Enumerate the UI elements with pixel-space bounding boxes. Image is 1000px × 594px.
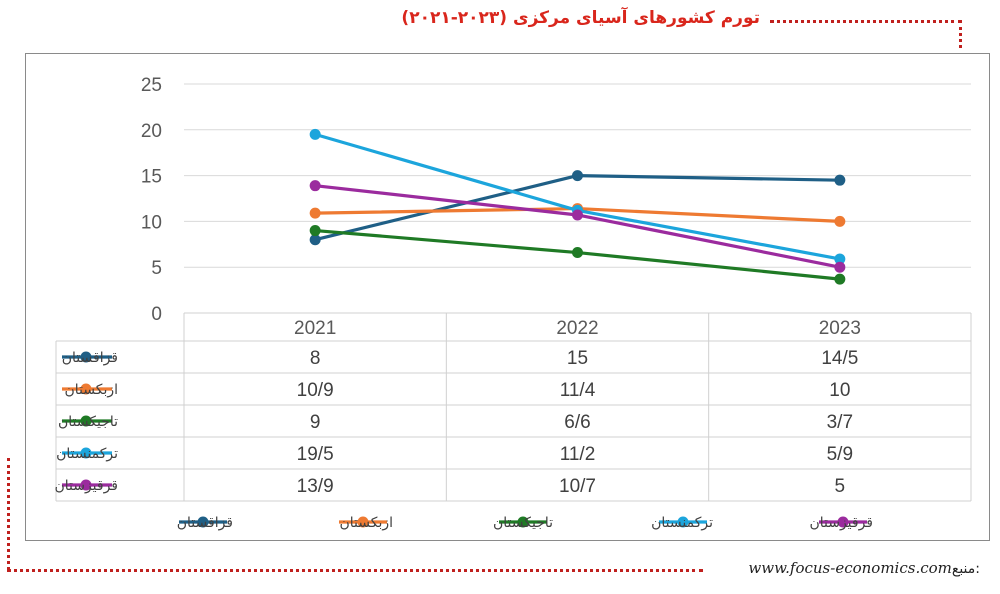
data-point [309,234,321,246]
y-tick-label: 15 [141,167,162,188]
table-cell-value: 10 [829,380,850,401]
line-chart: 0 5 10 15 20 25 2021 2022 2023 8 15 14/5 قزاقستان 10/… [54,75,972,531]
data-point [834,261,846,273]
y-tick-label: 20 [141,121,162,142]
legend-marker [197,516,209,528]
legend-marker [357,516,369,528]
table-cell-value: 10/7 [559,476,596,497]
row-legend-marker [80,415,92,427]
table-cell-value: 13/9 [297,476,334,497]
data-point [834,215,846,227]
y-tick-label: 0 [151,304,162,325]
data-point [309,128,321,140]
x-category-label: 2022 [556,318,598,339]
x-category-label: 2021 [294,318,336,339]
title-dotted-line [770,20,962,23]
row-legend-marker [80,479,92,491]
data-point [309,180,321,192]
data-point [572,247,583,259]
row-legend-marker [80,383,92,395]
row-series-name: ازبکستان [64,381,118,398]
legend-label: ازبکستان [339,514,393,531]
table-cell-value: 3/7 [827,412,853,433]
data-point [834,273,846,285]
y-tick-label: 10 [141,212,162,233]
data-point [572,209,583,221]
legend-label: تاجیکستان [493,514,553,530]
table-cell-value: 9 [310,412,321,433]
legend-label: قزاقستان [177,514,233,531]
table-cell-value: 11/4 [560,380,596,401]
source-url[interactable]: www.focus-economics.com [748,559,952,577]
legend-label: ترکمنستان [651,514,713,531]
chart-frame: 0 5 10 15 20 25 2021 2022 2023 8 15 14/5 قزاقستان 10/… [25,53,990,541]
table-cell-value: 14/5 [821,348,858,369]
table-cell-value: 10/9 [297,380,334,401]
row-series-name: قزاقستان [62,349,118,366]
data-point [309,225,321,237]
row-series-name: قرقیزستان [54,477,118,494]
data-point [834,253,846,265]
legend-marker [677,516,689,528]
row-legend-marker [80,351,92,363]
table-cell-value: 6/6 [564,412,590,433]
legend-marker [517,516,529,528]
row-series-name: تاجیکستان [58,413,118,429]
table-cell-value: 11/2 [560,444,596,465]
title-dotted-line-vertical [959,20,962,48]
table-cell-value: 5 [835,476,846,497]
source-dotted-line-vertical [7,458,10,570]
table-cell-value: 5/9 [827,444,853,465]
data-point [309,207,321,219]
table-cell-value: 19/5 [297,444,334,465]
y-tick-label: 25 [141,75,162,96]
row-series-name: ترکمنستان [56,445,118,462]
legend-marker [837,516,849,528]
row-legend-marker [80,447,92,459]
y-tick-label: 5 [151,258,162,279]
source-label: منبع: [951,561,980,577]
data-point [572,170,583,182]
source-dotted-line [7,569,703,572]
data-point [834,174,846,186]
chart-title: تورم کشورهای آسیای مرکزی (۲۰۲۳-۲۰۲۱) [401,8,760,28]
x-category-label: 2023 [819,318,861,339]
series-line [314,132,841,261]
source-note: www.focus-economics.comمنبع: [712,559,980,577]
legend-label: قرقیزستان [809,514,873,531]
table-cell-value: 15 [567,348,588,369]
table-cell-value: 8 [310,348,321,369]
